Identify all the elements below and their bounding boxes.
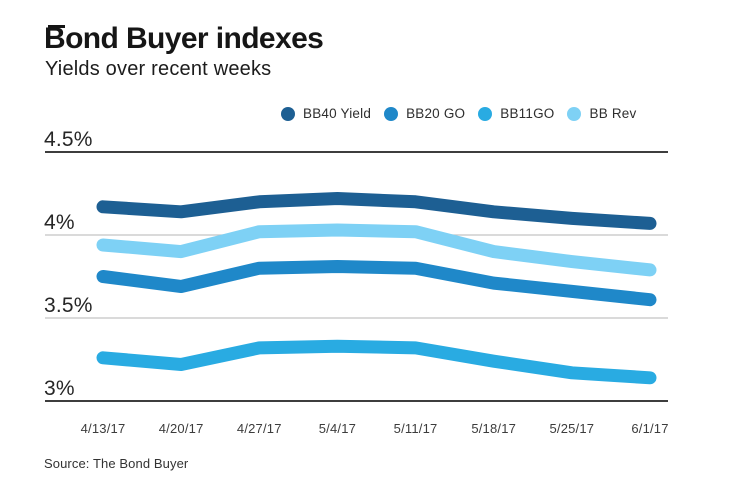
legend-item-bb11-go: BB11GO — [478, 106, 554, 121]
x-axis-label: 4/27/17 — [237, 421, 282, 436]
x-axis-label: 4/13/17 — [81, 421, 126, 436]
legend-dot-icon — [281, 106, 295, 121]
legend-dot-icon — [478, 106, 493, 121]
y-axis-label: 4% — [44, 211, 75, 234]
top-edge-dash — [48, 25, 65, 28]
y-axis-label: 3.5% — [44, 294, 93, 317]
y-axis-label: 3% — [44, 377, 75, 400]
series-line-bb40-yield — [96, 192, 657, 230]
legend-label: BB20 GO — [406, 106, 466, 121]
series-line-bb20-go — [96, 260, 657, 307]
legend-dot-icon — [384, 106, 399, 121]
chart-legend: BB40 Yield BB20 GO BB11GO BB Rev — [281, 106, 636, 121]
y-axis-label: 4.5% — [44, 128, 93, 151]
x-axis-label: 5/18/17 — [471, 421, 516, 436]
legend-item-bb40-yield: BB40 Yield — [281, 106, 371, 121]
series-line-bb-rev — [96, 223, 657, 277]
chart-title: Bond Buyer indexes — [44, 22, 324, 55]
legend-label: BB Rev — [589, 106, 637, 121]
x-axis-label: 5/4/17 — [319, 421, 356, 436]
x-axis-label: 5/25/17 — [549, 421, 594, 436]
x-axis-label: 4/20/17 — [159, 421, 204, 436]
legend-item-bb20-go: BB20 GO — [384, 106, 465, 121]
series-line-bb11go — [96, 339, 657, 385]
x-axis-label: 5/11/17 — [394, 421, 438, 436]
x-axis-label: 6/1/17 — [631, 421, 668, 436]
legend-label: BB40 Yield — [303, 106, 372, 121]
legend-item-bb-rev: BB Rev — [567, 106, 636, 121]
source-note: Source: The Bond Buyer — [44, 456, 189, 471]
legend-dot-icon — [567, 106, 582, 121]
chart-subtitle: Yields over recent weeks — [45, 58, 272, 80]
legend-label: BB11GO — [500, 106, 555, 121]
